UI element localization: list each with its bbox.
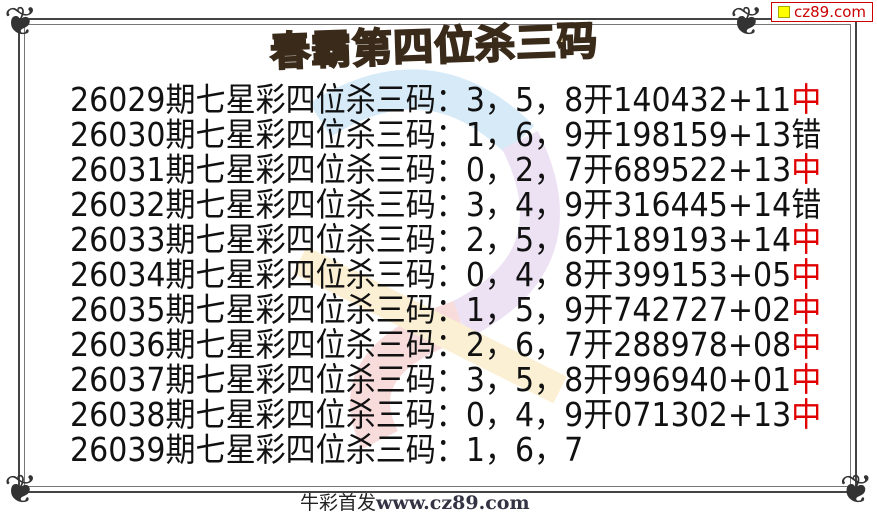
prediction-list: 26029期七星彩四位杀三码：3，5，8开140432+11中 26030期七星彩… [70,82,877,467]
floral-corner-icon: ❦ [839,467,873,513]
page-title: 春霸第四位杀三码 [268,17,599,76]
floral-corner-icon: ❦ [4,467,38,513]
list-item: 26034期七星彩四位杀三码：0，4，8开399153+05中 [70,257,821,292]
row-open: 开996940+01 [583,360,792,399]
row-period: 26037期七星彩四位杀三码： [70,360,466,399]
site-badge[interactable]: cz89.com [770,2,873,22]
row-open: 开689522+13 [583,150,792,189]
row-period: 26029期七星彩四位杀三码： [70,80,466,119]
row-result: 错 [791,115,822,154]
row-open: 开742727+02 [583,290,792,329]
row-kill: 0，2，7 [465,150,584,189]
row-period: 26031期七星彩四位杀三码： [70,150,466,189]
row-result: 中 [791,80,822,119]
list-item: 26029期七星彩四位杀三码：3，5，8开140432+11中 [70,82,821,117]
row-kill: 2，6，7 [465,325,584,364]
list-item: 26037期七星彩四位杀三码：3，5，8开996940+01中 [70,362,821,397]
row-kill: 3，5，8 [465,360,584,399]
row-period: 26034期七星彩四位杀三码： [70,255,466,294]
row-open: 开198159+13 [583,115,792,154]
row-period: 26030期七星彩四位杀三码： [70,115,466,154]
list-item: 26038期七星彩四位杀三码：0，4，9开071302+13中 [70,397,821,432]
row-period: 26036期七星彩四位杀三码： [70,325,466,364]
inner-frame [24,24,851,487]
square-icon [777,6,790,18]
row-result: 中 [791,360,822,399]
row-kill: 1，5，9 [465,290,584,329]
row-kill: 2，5，6 [465,220,584,259]
ornamental-frame [18,18,857,493]
row-kill: 3，4，9 [465,185,584,224]
row-open: 开288978+08 [583,325,792,364]
badge-text: cz89.com [793,3,866,21]
list-item: 26031期七星彩四位杀三码：0，2，7开689522+13中 [70,152,821,187]
row-period: 26032期七星彩四位杀三码： [70,185,466,224]
floral-corner-icon: ❦ [730,0,764,45]
footer: 牛彩首发www.cz89.com [300,488,530,515]
row-open: 开316445+14 [583,185,792,224]
list-item: 26035期七星彩四位杀三码：1，5，9开742727+02中 [70,292,821,327]
row-result: 中 [791,255,822,294]
row-period: 26033期七星彩四位杀三码： [70,220,466,259]
list-item: 26032期七星彩四位杀三码：3，4，9开316445+14错 [70,187,821,222]
row-period: 26038期七星彩四位杀三码： [70,395,466,434]
row-kill: 1，6，9 [465,115,584,154]
row-period: 26035期七星彩四位杀三码： [70,290,466,329]
logo-watermark [293,69,567,449]
row-result: 中 [791,150,822,189]
row-open: 开140432+11 [583,80,792,119]
row-result: 中 [791,325,822,364]
row-open: 开071302+13 [583,395,792,434]
row-result: 错 [791,185,822,224]
row-open: 开399153+05 [583,255,792,294]
row-kill: 1，6，7 [465,430,584,469]
row-kill: 3，5，8 [465,80,584,119]
row-period: 26039期七星彩四位杀三码： [70,430,466,469]
list-item: 26039期七星彩四位杀三码：1，6，7 [70,432,821,467]
list-item: 26036期七星彩四位杀三码：2，6，7开288978+08中 [70,327,821,362]
footer-label: 牛彩首发 [300,492,377,514]
footer-url[interactable]: www.cz89.com [376,492,530,514]
floral-corner-icon: ❦ [4,0,38,45]
row-kill: 0，4，8 [465,255,584,294]
row-result: 中 [791,290,822,329]
list-item: 26033期七星彩四位杀三码：2，5，6开189193+14中 [70,222,821,257]
row-open: 开189193+14 [583,220,792,259]
list-item: 26030期七星彩四位杀三码：1，6，9开198159+13错 [70,117,821,152]
row-kill: 0，4，9 [465,395,584,434]
row-result: 中 [791,220,822,259]
row-result: 中 [791,395,822,434]
